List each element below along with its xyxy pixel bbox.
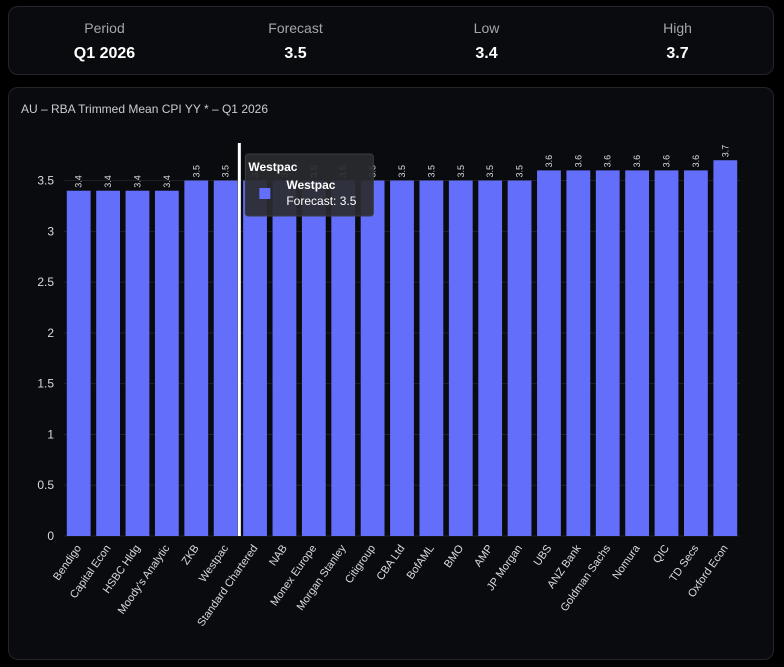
y-tick-label: 3 xyxy=(47,224,54,238)
bar-goldman-sachs[interactable] xyxy=(595,170,620,536)
x-tick-label: BofAML xyxy=(405,543,437,582)
chart-title: AU – RBA Trimmed Mean CPI YY * – Q1 2026 xyxy=(21,102,269,116)
bar-hsbc-hldg[interactable] xyxy=(125,190,150,536)
bar-citigroup[interactable] xyxy=(360,180,385,536)
bar-data-label: 3.6 xyxy=(691,155,701,168)
bar-moody-s-analytic[interactable] xyxy=(154,190,179,536)
bar-monex-europe[interactable] xyxy=(301,180,326,536)
bar-data-label: 3.5 xyxy=(191,165,201,178)
bar-data-label: 3.5 xyxy=(397,165,407,178)
x-tick-label: Nomura xyxy=(610,542,643,582)
bar-data-label: 3.4 xyxy=(103,175,113,188)
x-tick-label: Citigroup xyxy=(343,543,378,586)
bar-data-label: 3.5 xyxy=(485,165,495,178)
x-tick-label: Standard Chartered xyxy=(195,543,260,629)
bar-ubs[interactable] xyxy=(537,170,561,536)
hover-tooltip: Westpac Westpac Forecast: 3.5 xyxy=(244,153,374,217)
bar-data-label: 3.6 xyxy=(603,155,613,168)
tooltip-series-name: Westpac xyxy=(286,178,335,192)
bar-cba-ltd[interactable] xyxy=(390,180,414,536)
bar-data-label: 3.5 xyxy=(221,165,231,178)
bar-amp[interactable] xyxy=(478,180,503,536)
bar-data-label: 3.4 xyxy=(132,175,142,188)
bar-standard-chartered[interactable] xyxy=(243,180,267,536)
y-tick-label: 1 xyxy=(47,427,54,441)
stat-low-label: Low xyxy=(473,20,500,36)
x-tick-label: BMO xyxy=(442,542,466,570)
bar-nomura[interactable] xyxy=(625,170,650,536)
stat-high-value: 3.7 xyxy=(666,45,689,62)
y-tick-label: 1.5 xyxy=(37,377,54,391)
bar-oxford-econ[interactable] xyxy=(713,160,738,536)
bar-data-label: 3.6 xyxy=(573,155,583,168)
chart-panel: AU – RBA Trimmed Mean CPI YY * – Q1 2026… xyxy=(8,87,774,660)
bar-westpac[interactable] xyxy=(213,180,238,536)
x-tick-label: NAB xyxy=(267,543,290,568)
tooltip-swatch xyxy=(259,188,271,199)
y-tick-label: 0 xyxy=(47,529,54,543)
tooltip-box xyxy=(244,153,374,217)
stat-low-value: 3.4 xyxy=(475,45,498,62)
y-tick-label: 3.5 xyxy=(37,174,54,188)
x-tick-label: AMP xyxy=(472,543,496,569)
bar-zkb[interactable] xyxy=(184,180,209,536)
bar-anz-bank[interactable] xyxy=(566,170,591,536)
y-tick-label: 0.5 xyxy=(37,478,54,492)
x-tick-label: UBS xyxy=(532,543,555,568)
bar-data-label: 3.5 xyxy=(515,165,525,178)
y-tick-label: 2.5 xyxy=(37,275,54,289)
stat-period-value: Q1 2026 xyxy=(73,45,136,62)
stat-forecast: Forecast 3.5 xyxy=(200,7,391,74)
bar-jp-morgan[interactable] xyxy=(507,180,532,536)
stat-forecast-value: 3.5 xyxy=(284,45,307,62)
x-tick-label: Moody's Analytic xyxy=(116,542,173,616)
stat-low: Low 3.4 xyxy=(391,7,582,74)
bar-bmo[interactable] xyxy=(448,180,473,536)
bar-bendigo[interactable] xyxy=(66,190,91,536)
bar-nab[interactable] xyxy=(272,180,297,536)
bar-qic[interactable] xyxy=(654,170,679,536)
bar-data-label: 3.4 xyxy=(74,175,84,188)
stat-period: Period Q1 2026 xyxy=(9,7,200,74)
y-tick-label: 2 xyxy=(47,326,54,340)
stat-forecast-label: Forecast xyxy=(268,20,323,36)
tooltip-value: Forecast: 3.5 xyxy=(286,194,356,208)
tooltip-title: Westpac xyxy=(248,160,297,174)
bar-morgan-stanley[interactable] xyxy=(331,180,356,536)
summary-panel: Period Q1 2026 Forecast 3.5 Low 3.4 High… xyxy=(8,6,774,75)
bar-capital-econ[interactable] xyxy=(96,190,120,536)
bar-bofaml[interactable] xyxy=(419,180,444,536)
bar-data-label: 3.6 xyxy=(632,155,642,168)
x-tick-label: ZKB xyxy=(180,543,202,567)
x-tick-label: CBA Ltd xyxy=(374,543,407,583)
bar-data-label: 3.6 xyxy=(662,155,672,168)
bar-data-label: 3.5 xyxy=(456,165,466,178)
x-tick-label: QIC xyxy=(651,543,672,566)
stat-period-label: Period xyxy=(84,20,125,36)
bar-data-label: 3.5 xyxy=(426,165,436,178)
bar-data-label: 3.4 xyxy=(162,175,172,188)
bar-data-label: 3.6 xyxy=(544,155,554,168)
bar-data-label: 3.7 xyxy=(720,145,730,158)
stat-high-label: High xyxy=(663,20,692,36)
bar-td-secs[interactable] xyxy=(684,170,708,536)
stat-high: High 3.7 xyxy=(582,7,773,74)
